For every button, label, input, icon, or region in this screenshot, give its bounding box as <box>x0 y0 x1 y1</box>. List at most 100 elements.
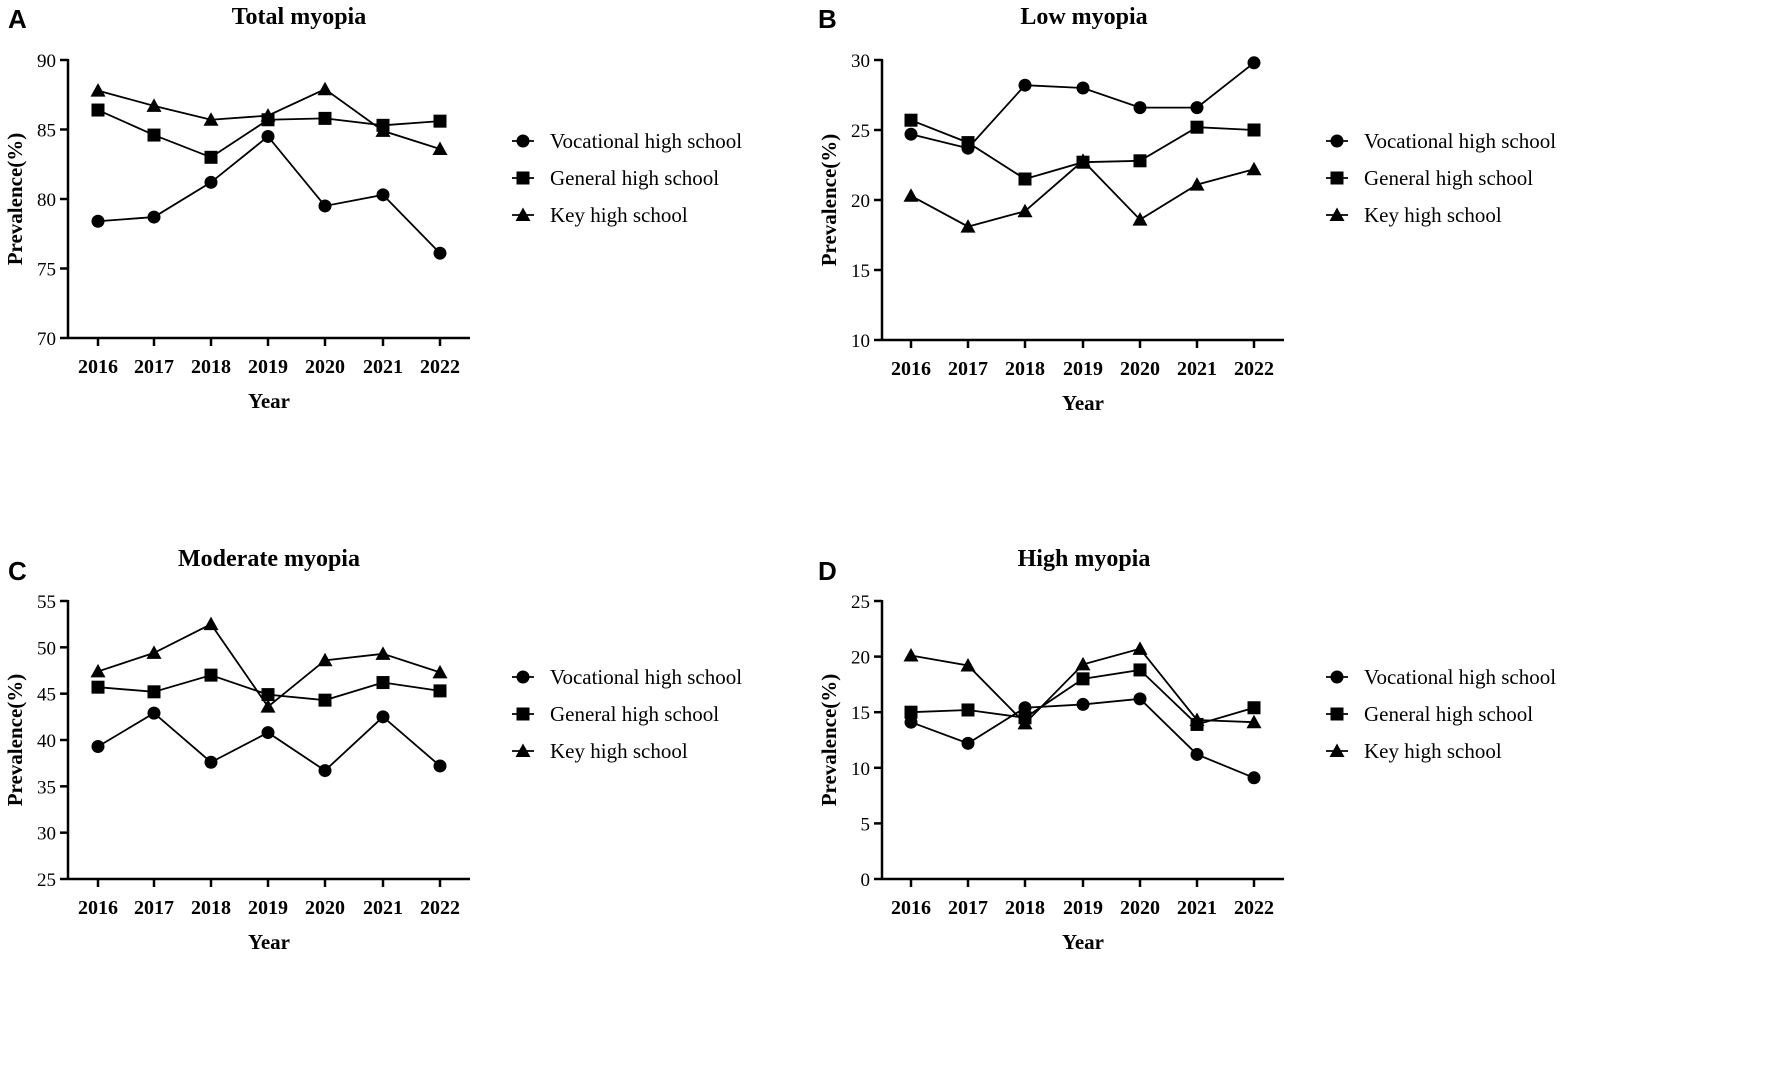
series-vocational-high-school <box>904 692 1261 785</box>
data-point <box>261 726 275 740</box>
legend: Vocational high school General high schoo… <box>1326 665 1556 763</box>
y-tick-label: 45 <box>37 685 56 706</box>
data-point <box>1190 120 1204 134</box>
legend-marker-icon <box>1330 134 1344 148</box>
chart-panel-a: A Total myopia 70 75 80 85 90 2016 2017 2018 2019 2… <box>3 4 742 413</box>
y-tick-label: 20 <box>851 191 870 212</box>
series-key-high-school <box>903 153 1262 233</box>
data-point <box>318 764 332 778</box>
data-point <box>1075 656 1091 671</box>
x-tick-label: 2017 <box>134 897 174 919</box>
y-tick-label: 10 <box>851 759 870 780</box>
data-point <box>261 688 275 702</box>
legend-marker-icon <box>515 207 531 221</box>
data-point <box>433 114 447 128</box>
legend-item: General high school <box>512 166 719 190</box>
series-vocational-high-school <box>91 129 447 260</box>
data-point <box>1076 81 1090 95</box>
legend-label: Vocational high school <box>550 665 742 689</box>
data-point <box>204 668 218 682</box>
data-point <box>318 199 332 213</box>
x-tick-label: 2019 <box>248 897 288 919</box>
chart-title: Moderate myopia <box>178 546 360 572</box>
data-point <box>961 703 975 717</box>
x-tick-label: 2020 <box>305 356 345 378</box>
data-point <box>375 646 391 660</box>
data-point <box>904 705 918 719</box>
y-tick-label: 30 <box>37 824 56 845</box>
y-axis-label: Prevalence(%) <box>817 134 841 267</box>
y-tick-label: 90 <box>37 51 56 72</box>
data-point <box>961 136 975 150</box>
y-tick-label: 30 <box>851 51 870 72</box>
panel-letter: A <box>8 4 27 34</box>
data-point <box>904 113 918 127</box>
legend-label: Vocational high school <box>1364 129 1556 153</box>
y-tick-label: 40 <box>37 731 56 752</box>
y-tick-label: 50 <box>37 638 56 659</box>
y-tick-label: 25 <box>37 870 56 891</box>
data-point <box>960 219 976 233</box>
data-point <box>146 98 162 112</box>
data-point <box>904 715 918 729</box>
series-line <box>97 712 441 772</box>
x-tick-label: 2020 <box>1120 897 1160 919</box>
x-tick-label: 2019 <box>1063 897 1103 919</box>
x-tick-label: 2021 <box>363 897 403 919</box>
data-point <box>1190 747 1204 761</box>
panel-letter: C <box>8 556 27 586</box>
y-tick-label: 35 <box>37 777 56 798</box>
data-point <box>260 108 276 122</box>
y-tick-label: 10 <box>851 331 870 352</box>
x-tick-label: 2017 <box>948 358 988 380</box>
series-vocational-high-school <box>91 706 447 778</box>
data-point <box>90 83 106 97</box>
data-point <box>1076 697 1090 711</box>
legend: Vocational high school General high schoo… <box>512 665 742 763</box>
x-tick-label: 2018 <box>1005 897 1045 919</box>
chart-title: High myopia <box>1018 546 1151 572</box>
y-tick-label: 0 <box>861 870 871 891</box>
data-point <box>91 103 105 117</box>
data-point <box>1189 177 1205 191</box>
legend-label: General high school <box>1364 702 1533 726</box>
y-tick-label: 25 <box>851 592 870 613</box>
y-tick-label: 85 <box>37 121 56 142</box>
legend-marker-icon <box>516 707 530 721</box>
legend-item: Key high school <box>512 203 688 227</box>
data-point <box>1133 101 1147 115</box>
legend: Vocational high school General high schoo… <box>1326 129 1556 227</box>
chart-panel-c: C Moderate myopia 25 30 35 40 45 50 55 2016 2017 20… <box>3 546 742 954</box>
data-point <box>433 759 447 773</box>
x-tick-label: 2019 <box>1063 358 1103 380</box>
y-tick-label: 25 <box>851 121 870 142</box>
legend-label: Vocational high school <box>1364 665 1556 689</box>
data-point <box>433 246 447 260</box>
y-axis-label: Prevalence(%) <box>817 674 841 807</box>
legend-label: Key high school <box>550 203 688 227</box>
data-point <box>376 710 390 724</box>
series-general-high-school <box>91 668 447 707</box>
legend-label: Key high school <box>1364 203 1502 227</box>
data-point <box>204 755 218 769</box>
y-tick-label: 5 <box>861 814 871 835</box>
data-point <box>1132 641 1148 655</box>
data-point <box>961 736 975 750</box>
data-point <box>1017 203 1033 218</box>
series-key-high-school <box>903 641 1262 730</box>
legend-item: Vocational high school <box>512 665 742 689</box>
x-axis-label: Year <box>248 389 290 413</box>
data-point <box>1189 712 1205 726</box>
x-tick-label: 2016 <box>78 897 118 919</box>
legend-item: Key high school <box>1326 203 1502 227</box>
data-point <box>1075 153 1091 167</box>
data-point <box>432 664 448 679</box>
data-point <box>1247 123 1261 137</box>
legend-item: Vocational high school <box>512 129 742 153</box>
x-axis-label: Year <box>1062 391 1104 415</box>
panel-letter: D <box>818 556 837 586</box>
data-point <box>1247 771 1261 785</box>
x-tick-label: 2018 <box>191 897 231 919</box>
data-point <box>204 150 218 164</box>
legend-item: Key high school <box>512 739 688 763</box>
